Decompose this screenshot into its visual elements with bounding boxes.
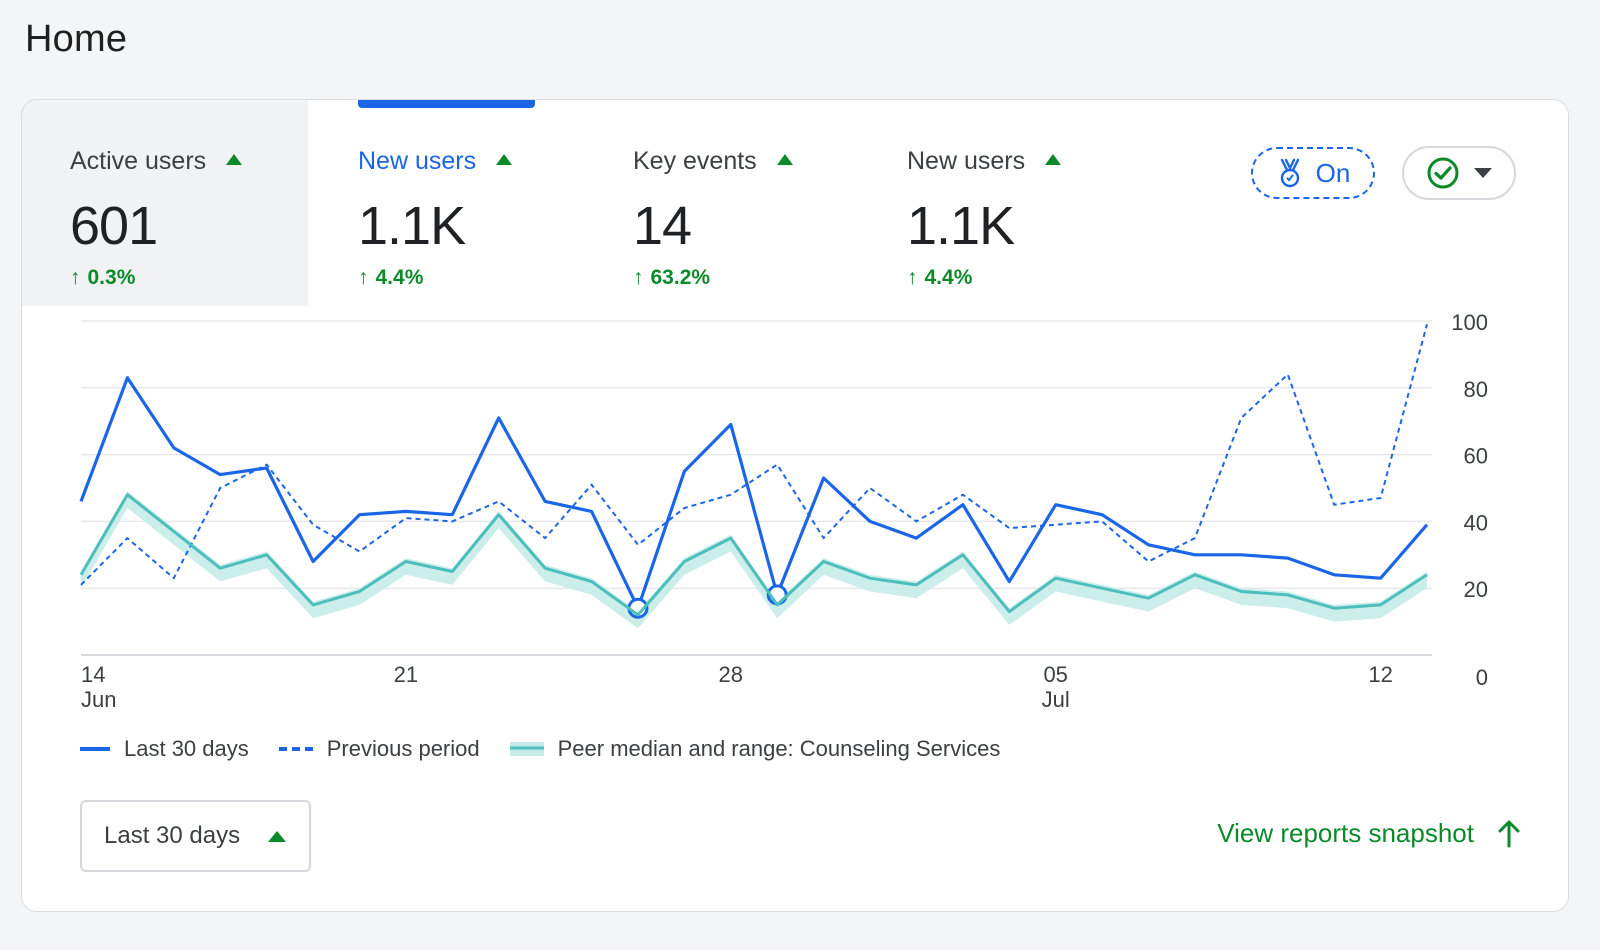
arrow-up-icon: ↑ — [907, 266, 918, 289]
x-tick-label: 12 — [1368, 662, 1392, 687]
triangle-up-icon — [268, 830, 287, 842]
triangle-up-icon — [1045, 154, 1062, 165]
overview-card: Active users 601 ↑ 0.3% New users 1.1K ↑ 4… — [21, 99, 1569, 912]
medal-icon — [1280, 158, 1299, 188]
peer-range-area — [81, 491, 1427, 629]
dashed-line-swatch — [278, 747, 313, 751]
view-reports-snapshot-link[interactable]: View reports snapshot — [1217, 818, 1520, 849]
x-tick-label: 28 — [719, 662, 743, 687]
metric-tab-active-users[interactable]: Active users 601 ↑ 0.3% — [22, 100, 308, 306]
chart-legend: Last 30 days Previous period Peer median… — [80, 736, 1030, 762]
y-tick-label: 40 — [1464, 510, 1488, 535]
on-chip-label: On — [1315, 157, 1351, 188]
arrow-up-icon — [1498, 820, 1520, 847]
metric-change: ↑ 4.4% — [907, 266, 973, 289]
legend-label: Last 30 days — [124, 736, 249, 761]
peer-range-band — [81, 491, 1427, 629]
band-swatch — [509, 742, 544, 756]
y-tick-label: 0 — [1476, 665, 1488, 690]
metric-label: Key events — [633, 147, 793, 176]
x-tick-month-label: Jun — [81, 687, 116, 712]
status-dropdown-button[interactable] — [1402, 146, 1516, 200]
view-link-label: View reports snapshot — [1217, 818, 1474, 848]
legend-label: Previous period — [326, 736, 480, 761]
page-title: Home — [25, 18, 128, 60]
y-tick-label: 100 — [1451, 310, 1488, 335]
arrow-up-icon: ↑ — [633, 266, 644, 289]
triangle-up-icon — [776, 154, 793, 165]
date-range-dropdown[interactable]: Last 30 days — [80, 800, 311, 872]
metric-change: ↑ 4.4% — [358, 266, 424, 289]
metric-label: New users — [907, 147, 1062, 176]
metric-tab-key-events[interactable]: Key events 14 ↑ 63.2% — [612, 100, 852, 306]
metric-label: Active users — [70, 147, 243, 176]
metric-value: 601 — [70, 196, 158, 256]
series-line-peer-median — [79, 493, 1428, 617]
solid-line-swatch — [80, 747, 110, 751]
selected-tab-indicator — [358, 100, 535, 108]
y-tick-label: 80 — [1464, 377, 1488, 402]
legend-label: Peer median and range: Counseling Servic… — [557, 736, 1001, 761]
series-line-previous-period — [80, 324, 1428, 586]
legend-item-peer[interactable]: Peer median and range: Counseling Servic… — [509, 736, 1001, 762]
chart-lines — [79, 324, 1429, 619]
metric-value: 1.1K — [358, 196, 466, 256]
metric-value: 14 — [633, 196, 692, 256]
arrow-up-icon: ↑ — [70, 266, 81, 289]
metric-tab-new-users-2[interactable]: New users 1.1K ↑ 4.4% — [892, 100, 1132, 306]
metric-label: New users — [358, 147, 513, 176]
check-circle-icon — [1427, 157, 1459, 189]
legend-item-previous[interactable]: Previous period — [278, 736, 480, 762]
x-tick-label: 21 — [394, 662, 418, 687]
arrow-up-icon: ↑ — [358, 266, 369, 289]
metric-tab-new-users[interactable]: New users 1.1K ↑ 4.4% — [322, 100, 572, 306]
insights-on-chip[interactable]: On — [1251, 147, 1375, 199]
triangle-up-icon — [226, 154, 243, 165]
triangle-up-icon — [496, 154, 513, 165]
metric-change: ↑ 63.2% — [633, 266, 711, 289]
metric-change: ↑ 0.3% — [70, 266, 136, 289]
y-tick-label: 60 — [1464, 444, 1488, 469]
x-tick-month-label: Jul — [1042, 687, 1070, 712]
date-range-label: Last 30 days — [104, 822, 241, 849]
metric-value: 1.1K — [907, 196, 1015, 256]
x-tick-label: 05 — [1043, 662, 1067, 687]
x-tick-label: 14 — [81, 662, 105, 687]
y-axis-ticks: 0 20 40 60 80 100 — [1451, 310, 1488, 690]
y-tick-label: 20 — [1464, 577, 1488, 602]
chevron-down-icon — [1474, 168, 1492, 178]
series-line-last-30-days — [79, 376, 1429, 610]
legend-item-current[interactable]: Last 30 days — [80, 736, 249, 762]
